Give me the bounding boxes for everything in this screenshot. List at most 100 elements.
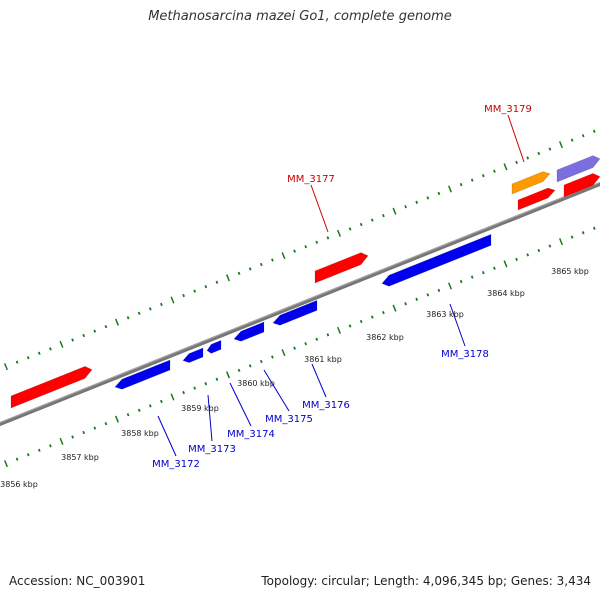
outer-major-tick: [226, 274, 230, 282]
outer-minor-tick: [248, 267, 252, 271]
backbone-highlight: [0, 181, 600, 424]
inner-minor-tick: [382, 311, 385, 315]
scale-label-3861-kbp: 3861 kbp: [304, 355, 342, 364]
outer-minor-tick: [304, 245, 308, 249]
inner-minor-tick: [193, 386, 197, 390]
outer-minor-tick: [404, 205, 407, 209]
label-leaders: [157, 114, 525, 457]
outer-minor-tick: [82, 333, 86, 338]
inner-minor-tick: [259, 359, 263, 364]
gene-arrow-MM_3176: [272, 299, 318, 326]
inner-minor-tick: [204, 382, 208, 386]
outer-minor-tick: [137, 311, 141, 315]
inner-minor-tick: [415, 297, 419, 301]
inner-minor-tick: [71, 435, 74, 439]
outer-minor-tick: [459, 182, 463, 187]
outer-major-tick: [115, 318, 119, 326]
leader-mm-3173: [207, 394, 213, 442]
leader-mm-3176: [311, 363, 327, 398]
gene-arrow-MM_3172: [114, 359, 171, 390]
scale-labels: 3856 kbp 3857 kbp 3858 kbp 3859 kbp 3860 kbp…: [0, 267, 589, 489]
outer-minor-tick: [493, 169, 496, 173]
outer-minor-tick: [537, 151, 541, 156]
outer-major-tick: [392, 207, 397, 215]
scale-label-3857-kbp: 3857 kbp: [61, 453, 99, 462]
outer-minor-tick: [382, 214, 385, 218]
outer-minor-tick: [237, 271, 241, 275]
scale-label-3862-kbp: 3862 kbp: [366, 333, 404, 342]
inner-minor-tick: [37, 448, 41, 452]
outer-minor-tick: [15, 360, 19, 364]
gene-arrow-red-4: [563, 172, 600, 198]
label-mm-3173: MM_3173: [188, 444, 236, 455]
outer-major-tick: [559, 141, 563, 149]
outer-minor-tick: [592, 129, 596, 133]
outer-tick-ring: [4, 129, 596, 371]
gene-arrow-red-1: [10, 365, 93, 409]
outer-major-tick: [503, 163, 508, 171]
outer-minor-tick: [570, 138, 574, 142]
inner-minor-tick: [426, 293, 430, 297]
outer-minor-tick: [215, 280, 219, 284]
gene-arrow-MM_3174: [206, 339, 222, 354]
outer-minor-tick: [126, 316, 130, 320]
outer-minor-tick: [370, 218, 374, 222]
scale-label-3858-kbp: 3858 kbp: [121, 429, 159, 438]
inner-minor-tick: [459, 279, 463, 284]
inner-minor-tick: [493, 266, 496, 270]
inner-minor-tick: [26, 453, 30, 457]
outer-major-tick: [448, 185, 452, 193]
inner-minor-tick: [148, 404, 152, 408]
backbone: [0, 181, 600, 427]
outer-minor-tick: [259, 262, 263, 267]
outer-minor-tick: [160, 302, 163, 307]
inner-major-tick: [59, 437, 64, 445]
inner-minor-tick: [470, 275, 474, 279]
outer-minor-tick: [359, 222, 363, 227]
inner-major-tick: [170, 393, 175, 401]
label-mm-3176: MM_3176: [302, 400, 350, 411]
inner-minor-tick: [481, 271, 485, 275]
outer-minor-tick: [204, 285, 208, 289]
backbone-line: [0, 181, 600, 427]
outer-major-tick: [170, 296, 175, 304]
inner-minor-tick: [49, 444, 52, 448]
inner-minor-tick: [348, 324, 352, 328]
gene-arrow-MM_3177: [314, 252, 369, 284]
inner-major-tick: [503, 260, 508, 268]
outer-minor-tick: [526, 156, 530, 160]
inner-major-tick: [392, 304, 397, 312]
inner-minor-tick: [15, 457, 19, 461]
inner-major-tick: [4, 460, 8, 468]
outer-minor-tick: [515, 160, 518, 164]
inner-minor-tick: [304, 342, 308, 346]
gene-labels: MM_3177 MM_3179 MM_3172 MM_3173 MM_3174 MM_31…: [152, 104, 532, 470]
gene-arrow-MM_3173: [182, 347, 204, 364]
inner-major-tick: [115, 415, 119, 423]
inner-minor-tick: [182, 390, 185, 395]
leader-mm-3178: [449, 303, 466, 347]
inner-tick-ring: [4, 226, 596, 468]
inner-major-tick: [337, 326, 341, 334]
outer-minor-tick: [426, 196, 430, 200]
inner-major-tick: [226, 371, 230, 379]
outer-major-tick: [59, 340, 64, 348]
outer-major-tick: [4, 363, 8, 371]
gene-arrow-MM_3178: [381, 233, 492, 287]
label-mm-3179: MM_3179: [484, 104, 532, 115]
inner-minor-tick: [93, 426, 97, 430]
outer-minor-tick: [93, 329, 97, 333]
outer-minor-tick: [71, 338, 74, 342]
outer-major-tick: [337, 229, 341, 237]
inner-major-tick: [281, 349, 286, 357]
inner-minor-tick: [370, 315, 374, 319]
gene-arrow-MM_3179: [517, 187, 556, 211]
inner-minor-tick: [548, 244, 552, 248]
inner-minor-tick: [104, 422, 108, 426]
inner-minor-tick: [293, 346, 296, 350]
outer-minor-tick: [148, 307, 152, 311]
label-mm-3172: MM_3172: [152, 459, 200, 470]
outer-minor-tick: [348, 227, 352, 231]
genome-summary-text: Topology: circular; Length: 4,096,345 bp…: [261, 574, 591, 588]
outer-minor-tick: [271, 258, 274, 262]
